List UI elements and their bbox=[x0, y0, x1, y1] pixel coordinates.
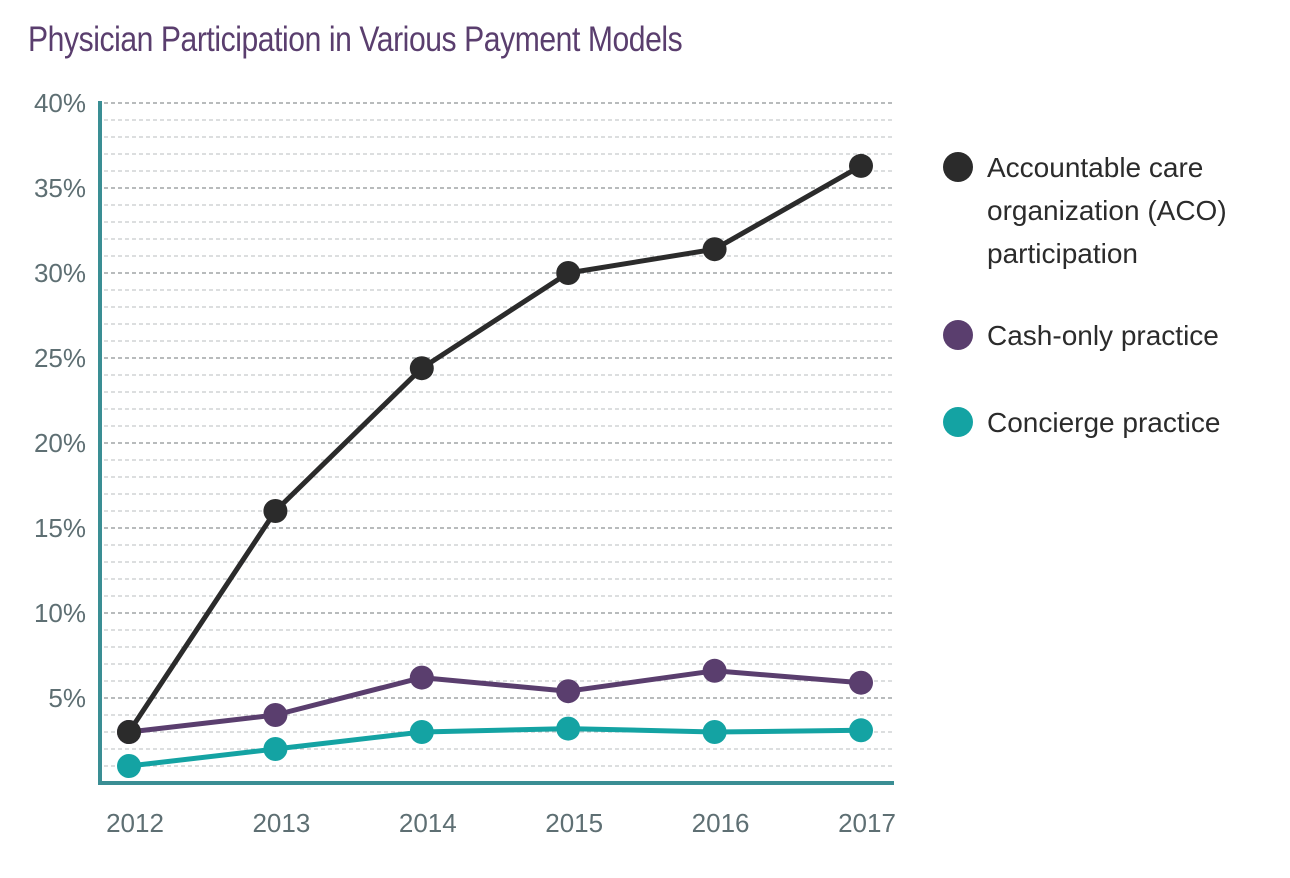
y-tick-label: 40% bbox=[34, 88, 86, 118]
data-point bbox=[117, 754, 141, 778]
data-point bbox=[409, 720, 434, 744]
legend-label: participation bbox=[987, 238, 1138, 269]
y-tick-label: 5% bbox=[48, 683, 86, 713]
legend-label: Accountable care bbox=[987, 152, 1203, 183]
legend-marker bbox=[943, 152, 973, 182]
data-point bbox=[117, 720, 141, 744]
series-line bbox=[126, 668, 864, 735]
x-tick-label: 2016 bbox=[692, 808, 750, 838]
data-point bbox=[263, 703, 288, 727]
data-point bbox=[409, 665, 434, 690]
data-point bbox=[263, 499, 288, 523]
series-line bbox=[126, 163, 864, 735]
data-point bbox=[556, 261, 581, 285]
y-tick-label: 25% bbox=[34, 343, 86, 373]
x-tick-label: 2014 bbox=[399, 808, 457, 838]
data-point bbox=[702, 720, 727, 744]
legend-label: Cash-only practice bbox=[987, 320, 1219, 351]
legend-label: Concierge practice bbox=[987, 407, 1220, 438]
series-line bbox=[126, 726, 864, 769]
data-point bbox=[702, 237, 727, 262]
data-point bbox=[849, 718, 873, 743]
x-tick-label: 2013 bbox=[252, 808, 310, 838]
x-tick-label: 2012 bbox=[106, 808, 164, 838]
y-tick-label: 30% bbox=[34, 258, 86, 288]
data-point bbox=[263, 737, 288, 761]
y-tick-label: 10% bbox=[34, 598, 86, 628]
legend-marker bbox=[943, 407, 973, 437]
data-point bbox=[556, 716, 581, 741]
y-tick-label: 20% bbox=[34, 428, 86, 458]
chart-title: Physician Participation in Various Payme… bbox=[28, 20, 683, 59]
legend-label: organization (ACO) bbox=[987, 195, 1227, 226]
y-tick-label: 15% bbox=[34, 513, 86, 543]
x-tick-label: 2015 bbox=[545, 808, 603, 838]
data-point bbox=[702, 658, 727, 683]
data-point bbox=[556, 679, 581, 704]
x-tick-label: 2017 bbox=[838, 808, 896, 838]
y-tick-label: 35% bbox=[34, 173, 86, 203]
data-point bbox=[409, 356, 434, 381]
data-point bbox=[849, 153, 873, 178]
data-point bbox=[849, 670, 873, 695]
legend-marker bbox=[943, 320, 973, 350]
